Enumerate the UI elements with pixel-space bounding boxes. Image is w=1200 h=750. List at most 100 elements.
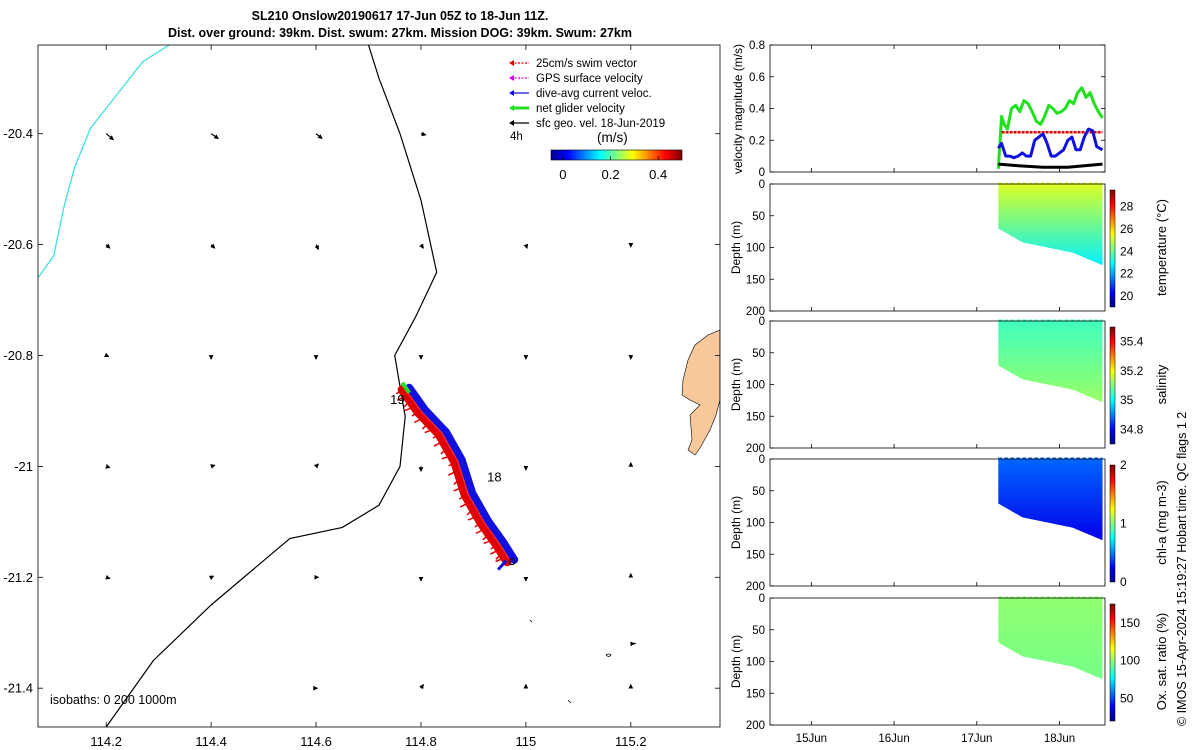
map-ytick-label: -20.4 bbox=[3, 126, 33, 141]
map-xtick-label: 115.2 bbox=[615, 734, 647, 749]
dive-avg-end bbox=[497, 559, 508, 571]
velocity-arrow bbox=[210, 464, 216, 469]
velocity-ticks: 0 0.2 0.4 0.6 0.8 bbox=[749, 40, 1105, 179]
velocity-arrow bbox=[105, 133, 115, 141]
track-line bbox=[404, 388, 511, 562]
surface-geostrophic-vectors bbox=[103, 131, 636, 691]
section-colorbar-label: salinity bbox=[1154, 364, 1169, 404]
section-data-area bbox=[998, 598, 1103, 680]
legend-4h-label: 4h bbox=[510, 131, 523, 143]
section-ytick-label: 200 bbox=[746, 306, 765, 318]
section-ytick-label: 150 bbox=[746, 274, 765, 286]
isobath-detail-4 bbox=[567, 699, 572, 704]
map-ytick-label: -21.2 bbox=[3, 570, 33, 585]
velocity-arrow bbox=[208, 575, 215, 581]
section-colorbar bbox=[1109, 603, 1116, 722]
day-label: 19 bbox=[390, 392, 404, 407]
swim-vector bbox=[448, 462, 455, 467]
coastline-land bbox=[681, 329, 720, 456]
swim-vector bbox=[447, 470, 457, 476]
swim-vector bbox=[482, 534, 489, 541]
section-colorbar bbox=[1109, 464, 1116, 583]
section-ytick-label: 0 bbox=[759, 316, 765, 328]
legend-label: sfc geo. vel. 18-Jun-2019 bbox=[536, 118, 665, 130]
swim-vector bbox=[495, 557, 504, 563]
section-ytick-label: 0 bbox=[759, 179, 765, 191]
map-colorbar-tick-label: 0.2 bbox=[602, 167, 620, 182]
section-colorbar-tick-label: 100 bbox=[1120, 654, 1140, 668]
section-data-area bbox=[998, 459, 1103, 541]
swim-vector bbox=[483, 539, 492, 545]
swim-vector bbox=[432, 434, 439, 439]
velocity-ytick-label: 0.2 bbox=[749, 135, 765, 147]
velocity-arrow bbox=[419, 683, 424, 690]
colorbar-label: (m/s) bbox=[597, 130, 628, 145]
swim-vector bbox=[467, 516, 477, 521]
isobath-0m-line bbox=[38, 45, 170, 279]
figure-title-line-2: Dist. over ground: 39km. Dist. swum: 27k… bbox=[167, 26, 632, 40]
section-colorbar-tick-label: 24 bbox=[1120, 244, 1134, 258]
swim-vector bbox=[440, 448, 447, 455]
section-ytick-label: 200 bbox=[746, 443, 765, 455]
isobath-detail-1 bbox=[605, 653, 612, 657]
isobath-legend-text: isobaths: 0 200 1000m bbox=[50, 693, 176, 707]
map-xtick-label: 114.8 bbox=[405, 734, 437, 749]
velocity-ytick-label: 0.8 bbox=[749, 40, 765, 52]
footer-credit: © IMOS 15-Apr-2024 15:19:27 Hobart time.… bbox=[1175, 412, 1189, 726]
section-colorbar bbox=[1109, 326, 1116, 445]
legend-label: 25cm/s swim vector bbox=[536, 58, 637, 70]
section-ytick-label: 0 bbox=[759, 454, 765, 466]
day-label: 18 bbox=[487, 469, 501, 484]
section-panel-3: 0 50 100 150 200 Depth (m) 0 1 2 chl-a (mg m-3) bbox=[729, 454, 1169, 593]
section-colorbar-tick-label: 35.2 bbox=[1120, 364, 1144, 378]
time-tick-label: 16Jun bbox=[878, 733, 909, 745]
legend-arrowhead bbox=[509, 75, 514, 81]
track-end-marker bbox=[508, 558, 516, 566]
section-colorbar bbox=[1109, 189, 1116, 308]
dive-avg-current-band bbox=[405, 383, 519, 564]
swim-vector bbox=[403, 401, 410, 408]
map-colorbar-ticks: 0 0.2 0.4 bbox=[559, 156, 667, 182]
legend-arrowhead bbox=[509, 60, 514, 66]
map-xtick-label: 115 bbox=[516, 734, 537, 749]
map-ytick-label: -21.4 bbox=[3, 681, 33, 696]
section-data-area bbox=[998, 184, 1103, 266]
velocity-arrow bbox=[210, 133, 219, 140]
velocity-panel: 0 0.2 0.4 0.6 0.8 velocity magnitude (m/s) bbox=[731, 40, 1106, 179]
section-ytick-label: 50 bbox=[752, 348, 765, 360]
section-colorbar-label: chl-a (mg m-3) bbox=[1154, 480, 1169, 565]
section-ylabel: Depth (m) bbox=[729, 496, 743, 549]
swim-vector bbox=[489, 549, 499, 555]
map-ytick-label: -20.6 bbox=[3, 237, 33, 252]
section-colorbar-tick-label: 0 bbox=[1120, 575, 1127, 589]
swim-vector bbox=[453, 478, 460, 486]
velocity-arrow bbox=[314, 244, 319, 251]
isobath-200m-line bbox=[105, 45, 438, 727]
section-ytick-label: 150 bbox=[746, 688, 765, 700]
map-colorbar bbox=[550, 149, 683, 161]
section-ytick-label: 200 bbox=[746, 581, 765, 593]
velocity-arrow bbox=[419, 243, 424, 249]
swim-vector bbox=[453, 487, 462, 492]
section-panel-1: 0 50 100 150 200 Depth (m) 20 22 24 26 28 temperatu… bbox=[729, 179, 1169, 318]
section-colorbar-tick-label: 22 bbox=[1120, 267, 1134, 281]
time-axis: 15Jun 16Jun 17Jun 18Jun bbox=[796, 733, 1075, 745]
section-data-area bbox=[998, 321, 1103, 403]
section-ytick-label: 50 bbox=[752, 211, 765, 223]
section-ytick-label: 200 bbox=[746, 720, 765, 732]
legend-label: dive-avg current veloc. bbox=[536, 88, 652, 100]
legend-label: GPS surface velocity bbox=[536, 73, 643, 85]
swim-vector bbox=[490, 545, 497, 550]
swim-vector bbox=[404, 406, 414, 412]
velocity-lines bbox=[996, 86, 1104, 169]
time-tick-label: 15Jun bbox=[796, 733, 827, 745]
section-ylabel: Depth (m) bbox=[729, 221, 743, 274]
velocity-arrow bbox=[420, 131, 427, 137]
swim-vector bbox=[475, 528, 485, 535]
time-tick-label: 17Jun bbox=[961, 733, 992, 745]
section-ytick-label: 150 bbox=[746, 549, 765, 561]
track-map: 114.2 114.4 114.6 114.8 115 115.2 -20.4 -20.6 -2… bbox=[3, 44, 721, 749]
map-tick-labels: 114.2 114.4 114.6 114.8 115 115.2 -20.4 -20.6 -2… bbox=[3, 45, 720, 749]
